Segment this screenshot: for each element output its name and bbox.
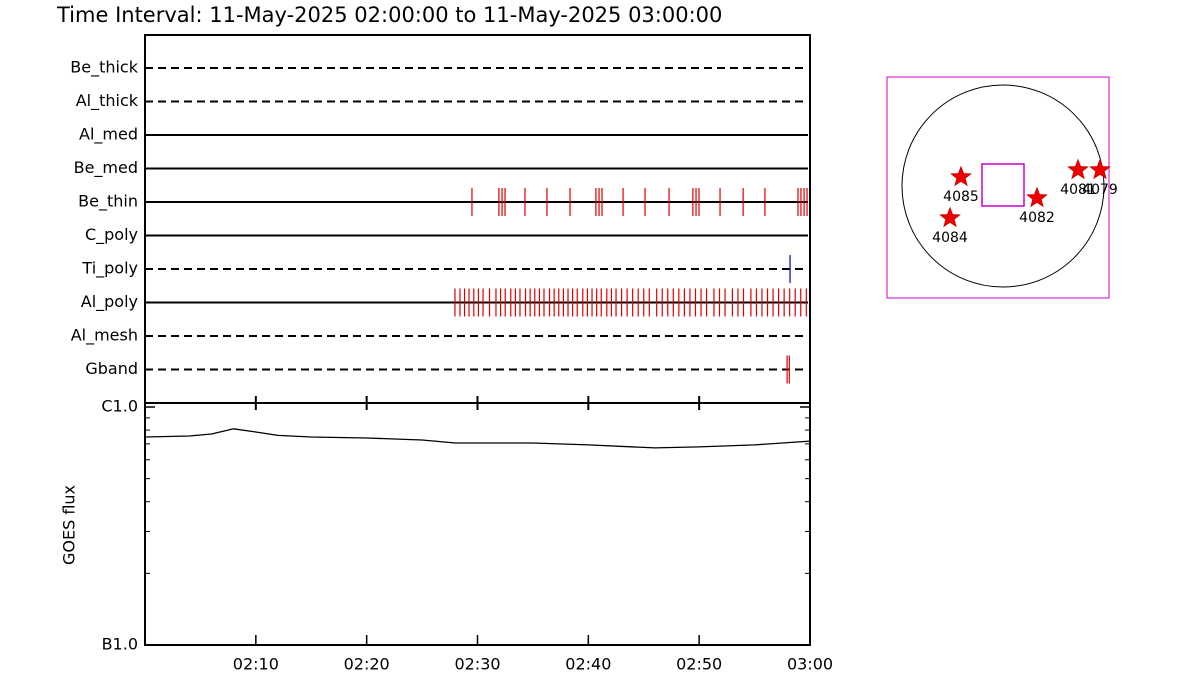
region-star bbox=[939, 206, 961, 228]
x-tick-label: 02:50 bbox=[676, 655, 722, 674]
y-tick-label: B1.0 bbox=[102, 635, 138, 654]
x-tick-label: 02:20 bbox=[344, 655, 390, 674]
channel-label: Be_med bbox=[74, 158, 138, 178]
channel-label: Al_poly bbox=[81, 292, 138, 312]
y-axis-label: GOES flux bbox=[60, 485, 79, 565]
region-label: 4082 bbox=[1019, 210, 1055, 226]
region-star bbox=[1067, 158, 1089, 180]
region-label: 4085 bbox=[943, 189, 979, 205]
x-tick-label: 02:30 bbox=[454, 655, 500, 674]
channel-label: Al_thick bbox=[76, 91, 139, 111]
region-label: 4081 bbox=[1060, 182, 1096, 198]
channel-label: Al_mesh bbox=[71, 326, 138, 346]
channel-label: Be_thin bbox=[78, 192, 138, 212]
region-star bbox=[1026, 186, 1048, 208]
channel-label: Al_med bbox=[79, 125, 138, 145]
region-star bbox=[950, 165, 972, 187]
x-tick-label: 03:00 bbox=[787, 655, 833, 674]
x-tick-label: 02:10 bbox=[233, 655, 279, 674]
channel-label: Be_thick bbox=[70, 58, 138, 78]
channel-label: C_poly bbox=[85, 225, 138, 245]
map-frame bbox=[886, 76, 1110, 299]
region-label: 4079 bbox=[1082, 182, 1118, 198]
region-star bbox=[1089, 158, 1111, 180]
flux-line bbox=[144, 428, 811, 449]
channel-label: Ti_poly bbox=[81, 259, 138, 279]
field-of-view bbox=[981, 163, 1025, 207]
y-tick-label: C1.0 bbox=[101, 397, 138, 416]
channel-label: Gband bbox=[85, 359, 138, 378]
solar-disk bbox=[901, 84, 1105, 288]
plot-frame bbox=[144, 34, 811, 646]
chart-title: Time Interval: 11-May-2025 02:00:00 to 1… bbox=[56, 3, 722, 27]
x-tick-label: 02:40 bbox=[565, 655, 611, 674]
region-label: 4084 bbox=[932, 230, 968, 246]
